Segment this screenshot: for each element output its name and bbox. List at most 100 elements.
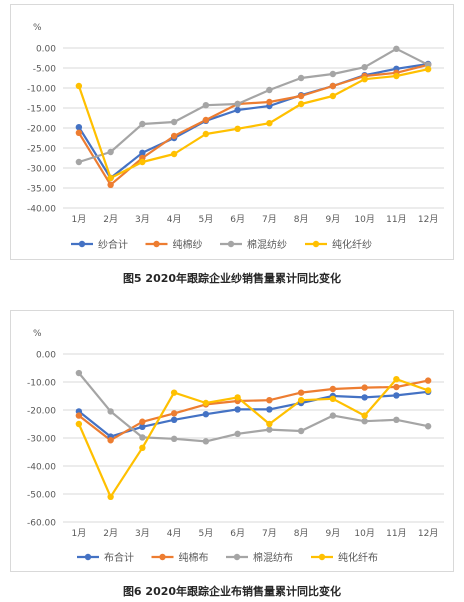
data-point [202, 130, 210, 138]
data-point [424, 61, 432, 68]
chart-fabric-sales: % 0.00 -10.00 -20.00 -30.00 -40.00 -50.00 -60.0… [10, 310, 454, 572]
x-tick-label: 2月 [103, 214, 118, 225]
data-point [202, 102, 210, 109]
x-tick-label: 4月 [167, 214, 182, 225]
data-point [139, 434, 146, 441]
figure-caption: 图5 2020年跟踪企业纱销售量累计同比变化 [122, 272, 342, 285]
y-tick-label: -20.00 [27, 407, 56, 417]
legend-marker [233, 553, 241, 561]
data-point [329, 70, 337, 78]
data-point [297, 92, 305, 100]
x-tick-label: 7月 [262, 214, 277, 225]
data-point [361, 76, 368, 83]
data-point [361, 412, 368, 419]
data-point [393, 72, 400, 80]
y-tick-label: -60.00 [27, 519, 56, 529]
data-point [361, 384, 368, 391]
data-point [170, 118, 178, 126]
unit-label: % [33, 329, 42, 339]
data-point [139, 149, 146, 156]
legend-marker [227, 240, 235, 248]
data-point [329, 412, 337, 419]
data-point [266, 86, 273, 94]
y-tick-label: -50.00 [27, 491, 56, 501]
data-point [75, 369, 83, 377]
legend-marker [312, 240, 320, 248]
data-point [393, 45, 400, 52]
data-point [424, 66, 432, 73]
y-tick-label: -40.00 [27, 463, 56, 473]
data-point [202, 411, 210, 418]
legend-label: 棉混纺纱 [247, 238, 287, 251]
data-point [424, 423, 432, 430]
data-point [424, 387, 432, 394]
x-tick-label: 11月 [386, 214, 406, 225]
data-point [107, 493, 114, 500]
x-tick-label: 6月 [230, 214, 245, 225]
x-tick-label: 4月 [167, 528, 182, 539]
data-point [297, 427, 305, 435]
data-point [75, 420, 83, 428]
data-point [170, 132, 178, 140]
x-tick-label: 3月 [135, 528, 150, 539]
data-point [139, 120, 146, 128]
series-line [78, 372, 429, 443]
x-tick-label: 10月 [354, 528, 374, 539]
data-point [75, 82, 83, 90]
x-tick-label: 8月 [294, 214, 309, 225]
data-point [329, 92, 337, 100]
data-point [393, 383, 400, 391]
x-tick-label: 9月 [326, 528, 341, 539]
series-line [77, 63, 429, 186]
data-point [107, 437, 114, 444]
data-point [329, 385, 337, 393]
data-point [170, 435, 178, 443]
y-tick-label: -5.00 [33, 65, 57, 75]
data-point [75, 412, 83, 419]
data-point [75, 124, 83, 131]
legend-label: 布合计 [104, 551, 134, 564]
data-point [424, 377, 432, 384]
data-point [234, 406, 241, 413]
data-point [234, 100, 241, 108]
data-point [202, 438, 210, 445]
data-point [266, 420, 273, 428]
data-point [297, 74, 305, 82]
data-point [107, 408, 114, 415]
series-line [77, 68, 429, 180]
y-tick-label: -15.00 [27, 105, 56, 115]
data-point [297, 389, 305, 396]
data-point [107, 181, 114, 188]
x-tick-label: 9月 [326, 214, 341, 225]
data-point [234, 125, 241, 132]
data-point [329, 395, 337, 402]
data-point [107, 148, 114, 156]
figure-caption: 图6 2020年跟踪企业布销售量累计同比变化 [122, 585, 342, 598]
x-tick-label: 1月 [72, 214, 87, 225]
data-point [139, 444, 146, 451]
y-tick-label: -30.00 [27, 435, 56, 445]
data-point [170, 150, 178, 158]
legend-label: 纯棉布 [179, 551, 209, 564]
x-tick-label: 12月 [418, 214, 438, 225]
data-point [393, 416, 400, 423]
data-point [234, 430, 241, 437]
x-tick-label: 10月 [354, 214, 374, 225]
y-tick-label: -10.00 [27, 85, 56, 95]
legend-marker [78, 240, 86, 248]
y-tick-label: -35.00 [27, 185, 56, 195]
data-point [234, 394, 241, 401]
x-tick-label: 12月 [418, 528, 438, 539]
data-point [266, 406, 273, 413]
y-tick-label: -40.00 [27, 205, 56, 215]
legend-label: 纯化纤布 [338, 551, 378, 564]
series-line [77, 62, 429, 180]
data-point [75, 129, 83, 136]
x-tick-label: 11月 [386, 528, 406, 539]
data-point [234, 106, 241, 114]
x-tick-label: 7月 [262, 528, 277, 539]
data-point [297, 100, 305, 108]
data-point [139, 158, 146, 166]
y-tick-label: 0.00 [36, 45, 56, 55]
data-point [170, 410, 178, 417]
